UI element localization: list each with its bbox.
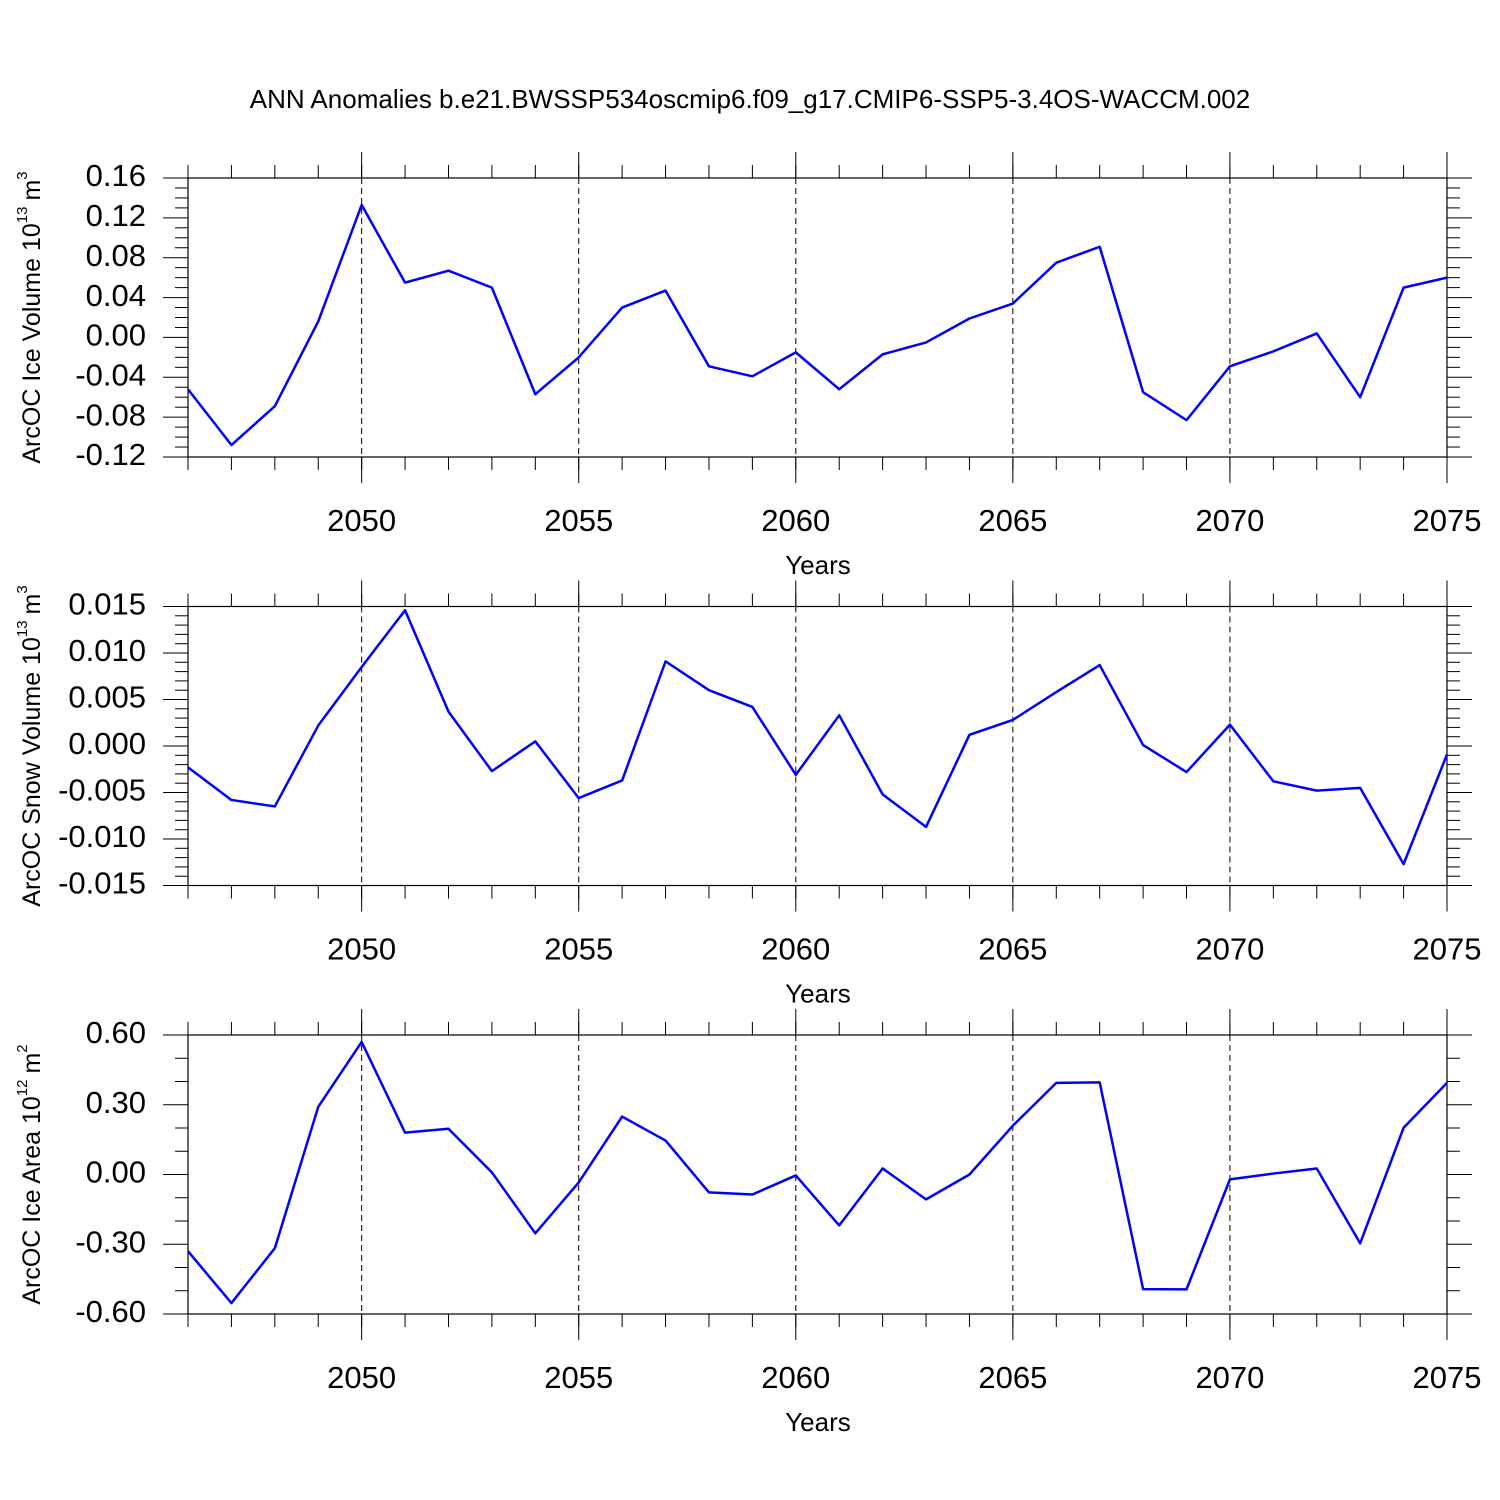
x-tick-label: 2075 bbox=[1413, 503, 1482, 538]
y-tick-label: -0.08 bbox=[75, 397, 146, 432]
x-tick-label: 2070 bbox=[1195, 932, 1264, 967]
y-tick-label: 0.04 bbox=[86, 278, 146, 313]
x-tick-label: 2050 bbox=[327, 932, 396, 967]
x-tick-label: 2070 bbox=[1195, 503, 1264, 538]
x-tick-label: 2055 bbox=[544, 932, 613, 967]
y-axis-label-unit: m bbox=[18, 180, 46, 201]
y-axis-label: ArcOC Ice Area 1012 m2 bbox=[14, 1044, 46, 1304]
y-axis-label-text: ArcOC Snow Volume 10 bbox=[18, 637, 46, 907]
x-tick-label: 2060 bbox=[761, 932, 830, 967]
y-tick-label: -0.60 bbox=[75, 1294, 146, 1329]
plot-frame bbox=[187, 1034, 1448, 1315]
x-tick-label: 2050 bbox=[327, 1360, 396, 1395]
y-tick-label: -0.30 bbox=[75, 1224, 146, 1259]
y-axis-label-unit: m bbox=[18, 594, 46, 615]
x-tick-label: 2065 bbox=[978, 1360, 1047, 1395]
data-line bbox=[187, 608, 1449, 866]
y-tick-label: -0.04 bbox=[75, 357, 146, 392]
chart-title: ANN Anomalies b.e21.BWSSP534oscmip6.f09_… bbox=[250, 84, 1250, 114]
y-axis-label-unit: m bbox=[18, 1053, 46, 1074]
y-axis-label-exponent: 13 bbox=[14, 207, 31, 224]
x-tick-label: 2075 bbox=[1413, 1360, 1482, 1395]
y-tick-label: -0.010 bbox=[58, 819, 146, 854]
x-axis-label: Years bbox=[785, 1407, 851, 1437]
y-tick-label: 0.00 bbox=[86, 1155, 146, 1190]
y-axis-label-unit-exponent: 2 bbox=[14, 1044, 31, 1052]
data-line bbox=[187, 1040, 1448, 1305]
plot-frame bbox=[187, 177, 1448, 458]
y-axis-label: ArcOC Ice Volume 1013 m3 bbox=[14, 171, 46, 463]
y-tick-label: 0.00 bbox=[86, 318, 146, 353]
x-tick-label: 2060 bbox=[761, 1360, 830, 1395]
y-axis-label-text: ArcOC Ice Volume 10 bbox=[18, 223, 46, 463]
x-tick-label: 2070 bbox=[1195, 1360, 1264, 1395]
y-axis-label-unit-exponent: 3 bbox=[14, 585, 31, 593]
y-tick-label: 0.005 bbox=[68, 680, 146, 715]
y-tick-label: -0.12 bbox=[75, 437, 146, 472]
y-axis-label-exponent: 13 bbox=[14, 620, 31, 637]
plot-frame bbox=[187, 605, 1448, 887]
y-axis-label-text: ArcOC Ice Area 10 bbox=[18, 1096, 46, 1304]
y-axis-label-exponent: 12 bbox=[14, 1080, 31, 1097]
y-tick-label: 0.000 bbox=[68, 726, 146, 761]
y-tick-label: 0.16 bbox=[86, 158, 146, 193]
y-tick-label: 0.30 bbox=[86, 1085, 146, 1120]
data-line bbox=[187, 203, 1448, 447]
x-tick-label: 2065 bbox=[978, 503, 1047, 538]
x-tick-label: 2050 bbox=[327, 503, 396, 538]
x-tick-label: 2055 bbox=[544, 1360, 613, 1395]
x-axis-label: Years bbox=[785, 550, 851, 580]
y-axis-label-unit-exponent: 3 bbox=[14, 171, 31, 179]
y-tick-label: -0.015 bbox=[58, 866, 146, 901]
x-tick-label: 2060 bbox=[761, 503, 830, 538]
y-tick-label: -0.005 bbox=[58, 773, 146, 808]
x-tick-label: 2065 bbox=[978, 932, 1047, 967]
x-tick-label: 2055 bbox=[544, 503, 613, 538]
y-tick-label: 0.12 bbox=[86, 198, 146, 233]
y-tick-label: 0.015 bbox=[68, 587, 146, 622]
y-tick-label: 0.60 bbox=[86, 1015, 146, 1050]
y-tick-label: 0.08 bbox=[86, 238, 146, 273]
y-axis-label: ArcOC Snow Volume 1013 m3 bbox=[14, 585, 46, 906]
x-tick-label: 2075 bbox=[1413, 932, 1482, 967]
x-axis-label: Years bbox=[785, 978, 851, 1008]
y-tick-label: 0.010 bbox=[68, 633, 146, 668]
